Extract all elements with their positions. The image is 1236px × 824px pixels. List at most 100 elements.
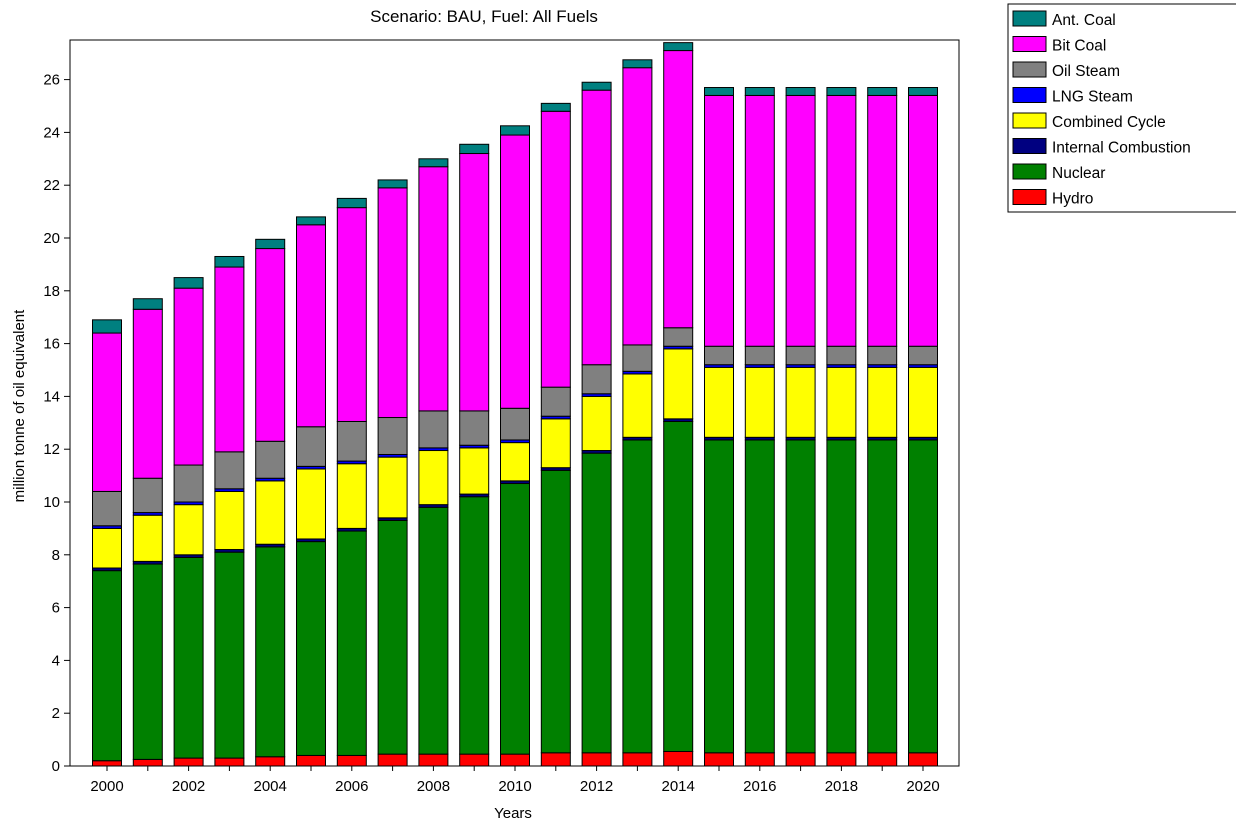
bar-segment-nuclear (622, 439, 653, 754)
bar-segment-oil-steam (785, 345, 816, 366)
bar-segment-bit-coal (132, 308, 163, 479)
bar-segment-hydro (418, 753, 449, 767)
bar-segment-combined-cycle (92, 527, 122, 569)
bar-segment-bit-coal (500, 134, 530, 409)
bar-segment-nuclear (255, 546, 286, 758)
bar-segment-nuclear (785, 439, 816, 754)
bar-segment-nuclear (173, 556, 204, 759)
bar-segment-hydro (214, 757, 245, 767)
bar-segment-oil-steam (255, 440, 286, 479)
bar-segment-combined-cycle (826, 366, 857, 438)
bar-segment-bit-coal (296, 224, 326, 428)
legend-label: Ant. Coal (1052, 12, 1116, 29)
bar-segment-ant-coal (214, 255, 245, 268)
x-tick-label: 2014 (662, 778, 695, 795)
bars-layer (92, 42, 938, 767)
y-tick-label: 4 (52, 652, 60, 669)
bar-segment-bit-coal (540, 110, 571, 388)
legend-label: Bit Coal (1052, 38, 1106, 55)
legend-swatch (1012, 189, 1047, 205)
y-tick-label: 22 (43, 177, 60, 194)
bar-segment-oil-steam (663, 327, 694, 347)
bar-segment-bit-coal (826, 94, 857, 347)
bar-segment-combined-cycle (867, 366, 898, 438)
bar-segment-oil-steam (622, 344, 653, 372)
bar-segment-bit-coal (663, 50, 694, 329)
bar-segment-hydro (377, 753, 408, 767)
bar-segment-ant-coal (459, 143, 490, 155)
bar-segment-ant-coal (581, 81, 612, 91)
bar-segment-nuclear (581, 452, 612, 754)
bar-segment-ant-coal (704, 87, 734, 96)
bar-segment-hydro (622, 752, 653, 767)
bar-segment-ant-coal (255, 238, 286, 250)
bar-segment-combined-cycle (418, 450, 449, 506)
bar-segment-bit-coal (336, 207, 367, 422)
bar-segment-combined-cycle (255, 480, 286, 545)
bar-segment-nuclear (377, 519, 408, 755)
bar-segment-ant-coal (908, 87, 938, 96)
y-tick-label: 12 (43, 441, 60, 458)
bar-segment-nuclear (214, 551, 245, 759)
bar-segment-nuclear (418, 506, 449, 755)
bar-segment-hydro (581, 752, 612, 767)
bar-segment-bit-coal (908, 94, 938, 347)
bar-segment-oil-steam (132, 477, 163, 514)
legend-label: Combined Cycle (1052, 114, 1166, 131)
bar-segment-oil-steam (92, 490, 122, 527)
legend-swatch (1012, 10, 1047, 27)
bar-segment-combined-cycle (704, 366, 734, 438)
bar-segment-hydro (336, 754, 367, 767)
bar-segment-oil-steam (540, 386, 571, 417)
bar-segment-nuclear (500, 483, 530, 755)
y-tick-label: 0 (52, 758, 60, 775)
bar-segment-hydro (867, 752, 898, 767)
bar-segment-bit-coal (418, 166, 449, 412)
x-tick-label: 2018 (825, 778, 858, 795)
bar-segment-nuclear (336, 530, 367, 756)
bar-segment-oil-steam (296, 426, 326, 467)
bar-segment-combined-cycle (377, 456, 408, 519)
x-tick-label: 2016 (743, 778, 776, 795)
bar-segment-ant-coal (336, 197, 367, 209)
y-tick-label: 14 (43, 388, 60, 405)
y-tick-label: 2 (52, 705, 60, 722)
x-axis-title: Years (494, 805, 532, 822)
bar-segment-ant-coal (173, 277, 204, 289)
bar-segment-hydro (132, 758, 163, 767)
bar-segment-oil-steam (867, 345, 898, 366)
bar-segment-nuclear (296, 541, 326, 756)
bar-segment-combined-cycle (908, 366, 938, 438)
legend-swatch (1012, 36, 1047, 52)
bar-segment-combined-cycle (500, 442, 530, 482)
bar-segment-hydro (459, 753, 490, 767)
bar-segment-oil-steam (173, 464, 204, 503)
bar-segment-nuclear (459, 496, 490, 755)
y-tick-label: 20 (43, 230, 60, 247)
y-tick-label: 6 (52, 600, 60, 617)
bar-segment-oil-steam (581, 364, 612, 395)
x-tick-label: 2004 (254, 778, 287, 795)
y-tick-label: 16 (43, 336, 60, 353)
bar-segment-ant-coal (622, 59, 653, 69)
legend-swatch (1012, 112, 1047, 129)
legend-label: LNG Steam (1052, 89, 1133, 106)
x-tick-label: 2000 (90, 778, 123, 795)
bar-segment-ant-coal (92, 319, 122, 334)
bar-segment-combined-cycle (744, 366, 775, 438)
bar-segment-hydro (663, 750, 694, 767)
y-axis-title: million tonne of oil equivalent (11, 309, 28, 502)
bar-segment-hydro (173, 757, 204, 767)
bar-segment-oil-steam (336, 420, 367, 462)
bar-segment-oil-steam (744, 345, 775, 366)
bar-segment-bit-coal (744, 94, 775, 347)
y-axis-title-group: million tonne of oil equivalent (11, 309, 28, 502)
bar-segment-combined-cycle (459, 447, 490, 495)
bar-segment-hydro (500, 753, 530, 767)
legend: Ant. Coal Bit Coal Oil Steam LNG Steam Combi… (1007, 3, 1236, 213)
legend-label: Internal Combustion (1052, 140, 1191, 157)
legend-swatch (1012, 87, 1047, 103)
chart-title: Scenario: BAU, Fuel: All Fuels (370, 7, 598, 26)
